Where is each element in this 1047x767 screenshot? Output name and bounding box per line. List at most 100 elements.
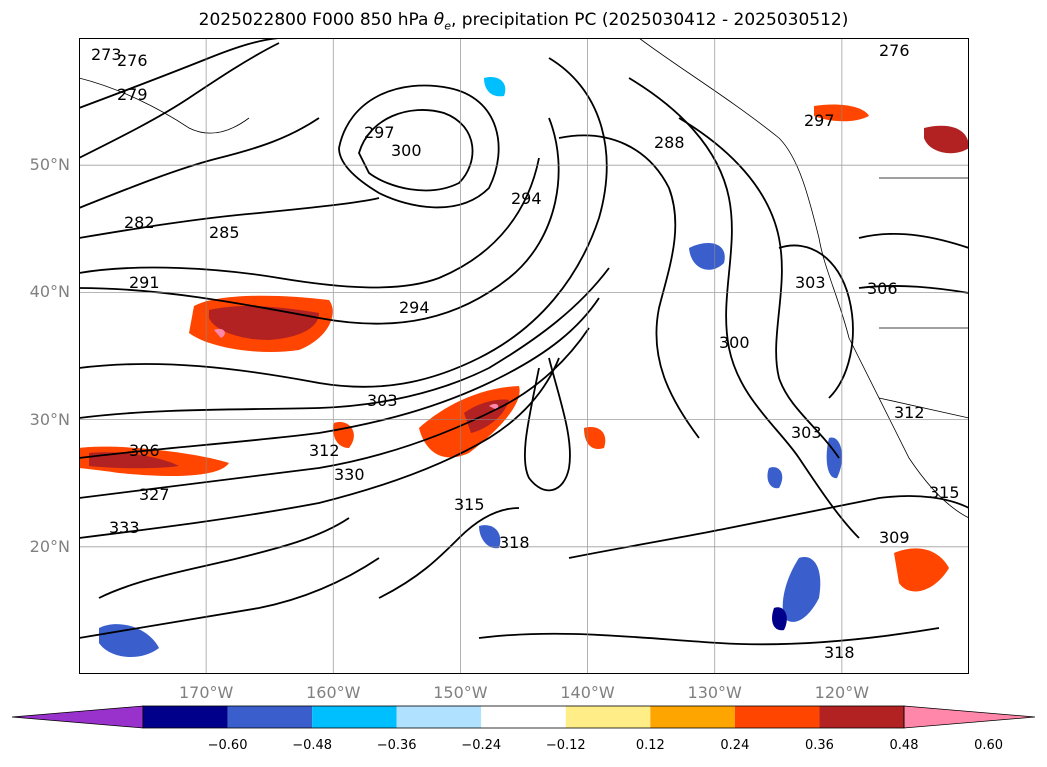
map-plot-area: 273 276 279 282 285 291 294 297 300 294 …: [79, 38, 969, 674]
contour-label: 297: [804, 111, 835, 130]
contour-label: 276: [117, 51, 148, 70]
contour-label: 315: [454, 495, 485, 514]
contour-label: 282: [124, 213, 155, 232]
precipitation-shading: [79, 77, 969, 658]
contour-label: 291: [129, 273, 160, 292]
colorbar-frame: [142, 705, 905, 729]
contour-line: [478, 627, 940, 646]
map-canvas: 273 276 279 282 285 291 294 297 300 294 …: [79, 38, 969, 674]
contour-line: [628, 77, 860, 539]
map-title: 2025022800 F000 850 hPa θe, precipitatio…: [198, 10, 849, 33]
contour-labels: 273 276 279 282 285 291 294 297 300 294 …: [91, 41, 960, 662]
contour-line: [523, 357, 571, 492]
contour-label: 306: [129, 441, 160, 460]
contour-label: 312: [894, 403, 925, 422]
contour-line: [79, 117, 320, 209]
precip-positive-patch: [894, 548, 949, 592]
colorbar-tick-label: 0.36: [804, 738, 834, 753]
contour-line: [79, 42, 280, 159]
contour-line: [858, 232, 969, 249]
contour-label: 285: [209, 223, 240, 242]
precip-negative-patch: [479, 525, 501, 549]
contour-line: [79, 38, 280, 109]
contour-line: [338, 84, 500, 209]
contour-line: [79, 157, 540, 289]
precip-negative-patch: [772, 607, 787, 631]
state-border: [878, 397, 969, 419]
longitude-label: 140°W: [560, 683, 615, 702]
precip-positive-patch: [209, 306, 319, 340]
precip-positive-patch: [333, 422, 354, 448]
contour-label: 330: [334, 465, 365, 484]
colorbar-extend-high: [903, 705, 1036, 729]
contour-label: 276: [879, 41, 910, 60]
contour-line: [678, 117, 840, 459]
colorbar-cell: [734, 706, 820, 728]
colorbar-cell: [143, 706, 228, 728]
contour-label: 294: [399, 298, 430, 317]
contour-line: [558, 134, 700, 439]
colorbar-tick-label: 0.48: [889, 738, 919, 753]
latitude-label: 20°N: [29, 536, 70, 556]
precip-negative-patch: [689, 243, 725, 270]
contour-line: [378, 507, 520, 599]
contour-label: 315: [929, 483, 960, 502]
colorbar-cell: [396, 706, 482, 728]
precip-negative-patch: [767, 467, 783, 489]
colorbar-cell: [227, 706, 313, 728]
map-frame: [79, 38, 969, 674]
latitude-label: 40°N: [29, 282, 70, 302]
contour-line: [79, 357, 560, 539]
contour-label: 303: [795, 273, 826, 292]
contour-label: 300: [391, 141, 422, 160]
colorbar-tick-label: 0.12: [635, 738, 665, 753]
colorbar-extend-low: [11, 705, 144, 729]
longitude-label: 150°W: [433, 683, 488, 702]
colorbar-cell: [650, 706, 735, 728]
colorbar: [11, 705, 1036, 729]
precip-negative-patch: [484, 77, 506, 97]
contour-label: 303: [367, 391, 398, 410]
colorbar-tick-label: −0.12: [545, 738, 586, 753]
precip-positive-patch: [89, 452, 179, 469]
latitude-label: 50°N: [29, 155, 70, 175]
contour-line: [79, 57, 608, 388]
contour-line: [568, 495, 969, 559]
contour-label: 309: [879, 528, 910, 547]
coastline-north-america: [638, 38, 969, 519]
contour-line: [858, 285, 969, 294]
contour-label: 279: [117, 85, 148, 104]
contour-line: [79, 117, 560, 325]
contour-line: [79, 267, 610, 419]
precip-positive-patch: [924, 125, 969, 154]
colorbar-tick-label: 0.60: [974, 738, 1004, 753]
contour-line: [358, 109, 474, 192]
contour-line: [79, 197, 380, 239]
latitude-label: 30°N: [29, 409, 70, 429]
coastline-alaska: [79, 77, 250, 134]
precip-positive-patch: [584, 427, 606, 449]
longitude-label: 120°W: [814, 683, 870, 702]
contour-line: [98, 517, 350, 599]
contour-label: 294: [511, 189, 542, 208]
theta-e-contours: [79, 38, 969, 646]
longitude-label: 160°W: [306, 683, 361, 702]
contour-label: 333: [109, 518, 140, 537]
contour-label: 327: [139, 485, 170, 504]
precip-positive-patch: [214, 328, 225, 338]
precip-negative-patch: [782, 557, 821, 622]
colorbar-tick-label: −0.24: [461, 738, 502, 753]
colorbar-cell: [312, 706, 397, 728]
contour-label: 312: [309, 441, 340, 460]
longitude-label: 130°W: [687, 683, 742, 702]
contour-label: 300: [719, 333, 750, 352]
contour-label: 318: [499, 533, 530, 552]
colorbar-tick-label: −0.60: [207, 738, 248, 753]
graticule: [79, 38, 969, 674]
colorbar-tick-label: −0.36: [376, 738, 417, 753]
contour-label: 303: [791, 423, 822, 442]
colorbar-tick-label: 0.24: [720, 738, 750, 753]
contour-label: 318: [824, 643, 855, 662]
contour-line: [79, 557, 380, 639]
contour-label: 288: [654, 133, 685, 152]
